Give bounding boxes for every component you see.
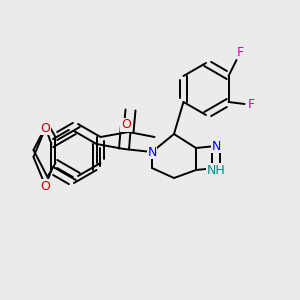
Text: O: O	[121, 118, 131, 131]
Text: O: O	[40, 179, 50, 193]
Text: O: O	[40, 122, 50, 134]
Text: N: N	[211, 140, 221, 152]
Text: NH: NH	[207, 164, 225, 176]
Text: F: F	[237, 46, 244, 59]
Text: N: N	[147, 146, 157, 158]
Text: F: F	[248, 98, 255, 110]
